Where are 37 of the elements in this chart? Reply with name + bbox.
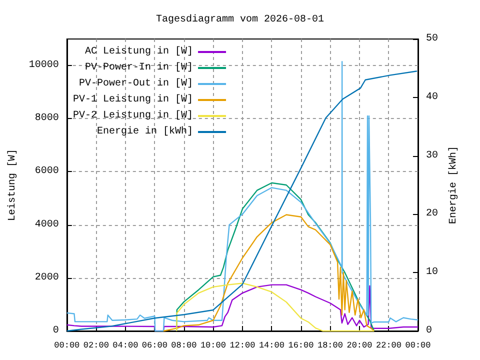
x-tick-label: 12:00 (230, 340, 256, 350)
x-tick-label: 20:00 (346, 340, 372, 350)
y2-tick-label: 20 (426, 208, 438, 220)
x-tick-label: 16:00 (288, 340, 314, 350)
y-tick-label: 2000 (34, 272, 59, 284)
y-tick-label: 10000 (28, 60, 59, 72)
legend-label: PV-Power-In in [W] (84, 62, 194, 74)
x-tick-label: 04:00 (112, 340, 138, 350)
legend-label: Energie in [kWh] (97, 126, 194, 138)
line-series (176, 182, 375, 332)
y2-tick-label: 0 (426, 326, 432, 336)
y2-tick-label: 50 (426, 34, 438, 44)
y2-tick-label: 10 (426, 267, 438, 278)
x-tick-label: 00:00 (54, 340, 80, 350)
y2-tick-label: 40 (426, 92, 438, 103)
y-axis-title: Leistung [W] (6, 148, 18, 222)
legend-label: PV-2 Leistung in [W] (72, 110, 194, 122)
x-tick-label: 14:00 (258, 340, 284, 350)
x-tick-label: 22:00 (376, 340, 402, 350)
line-series (176, 282, 375, 332)
legend-label: PV-1 Leistung in [W] (72, 94, 194, 106)
x-tick-label: 10:00 (200, 340, 226, 350)
y2-tick-label: 30 (426, 150, 438, 162)
legend-label: AC Leistung in [W] (84, 46, 194, 58)
legend-label: PV-Power-Out in [W] (78, 78, 194, 90)
x-tick-label: 06:00 (142, 340, 168, 350)
x-tick-label: 18:00 (317, 340, 343, 350)
y2-axis-title: Energie [kWh] (447, 146, 460, 224)
y-tick-label: 0 (52, 326, 59, 336)
x-tick-label: 02:00 (83, 340, 109, 350)
chart-title: Tagesdiagramm vom 2026-08-01 (156, 14, 324, 26)
x-tick-label: 08:00 (171, 340, 197, 350)
x-tick-label: 00:00 (405, 340, 431, 350)
y-tick-label: 4000 (34, 219, 59, 230)
y-tick-label: 6000 (34, 166, 59, 178)
y-tick-label: 8000 (34, 113, 59, 124)
line-series (162, 214, 375, 332)
